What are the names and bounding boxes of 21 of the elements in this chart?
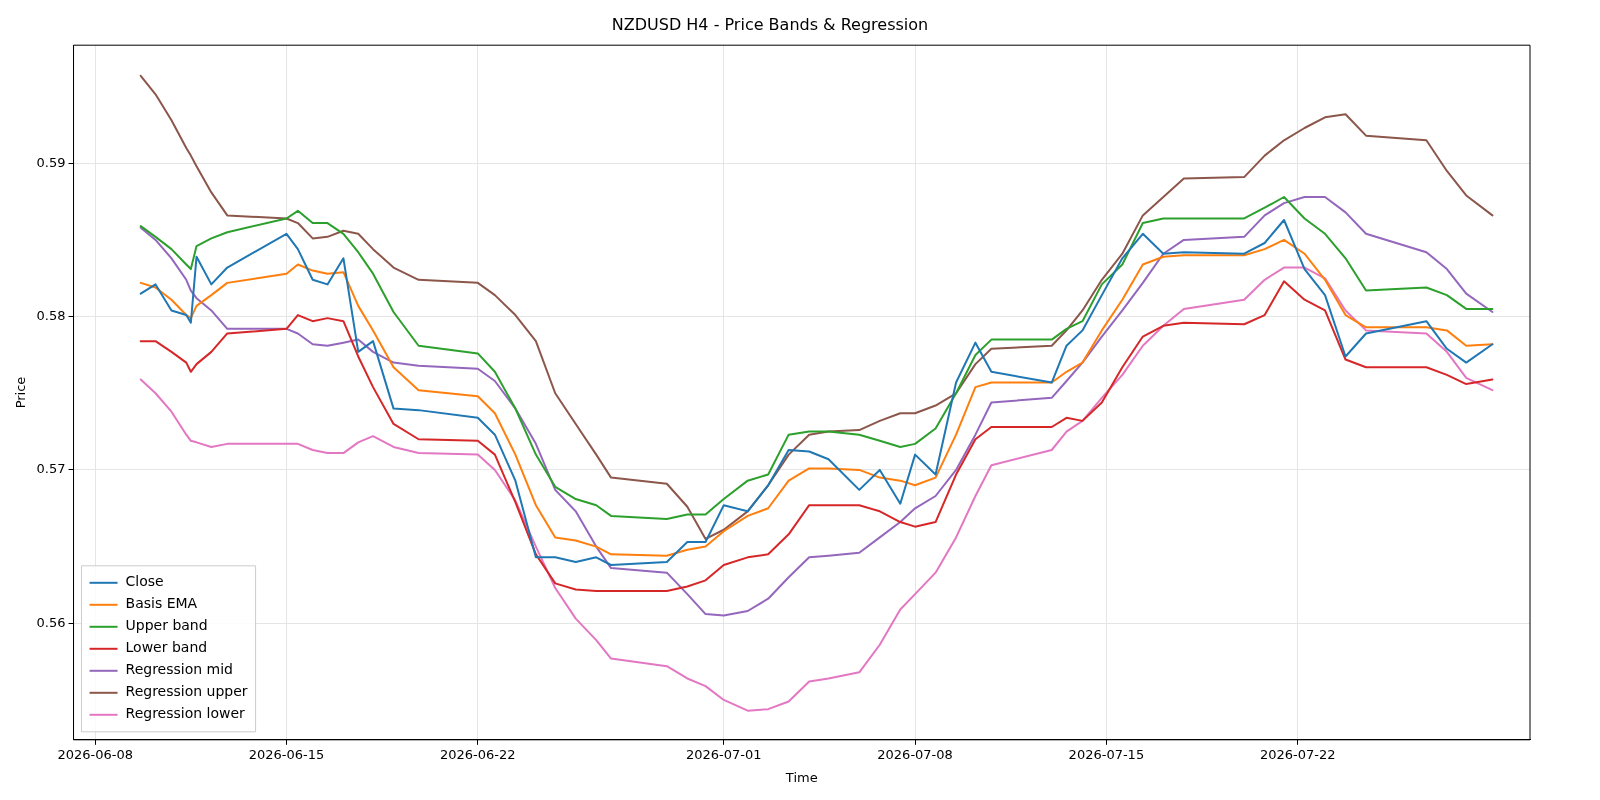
y-axis-title: Price: [13, 376, 29, 409]
legend-label: Regression upper: [125, 683, 248, 700]
legend-label: Lower band: [125, 639, 208, 656]
legend-label: Close: [125, 573, 164, 590]
x-tick-label: 2026-07-15: [1068, 746, 1145, 762]
legend-label: Upper band: [125, 617, 208, 634]
y-tick-label: 0.59: [36, 154, 66, 170]
legend-label: Regression mid: [125, 661, 233, 678]
x-axis-title: Time: [784, 769, 818, 785]
x-tick-label: 2026-06-22: [440, 746, 516, 762]
legend-label: Regression lower: [125, 705, 246, 722]
x-tick-label: 2026-07-01: [685, 746, 762, 762]
y-tick-label: 0.58: [36, 307, 66, 323]
y-tick-label: 0.56: [36, 614, 66, 630]
x-tick-label: 2026-06-08: [57, 746, 133, 762]
y-tick-label: 0.57: [36, 461, 66, 477]
x-tick-label: 2026-07-22: [1259, 746, 1336, 762]
x-tick-label: 2026-07-08: [877, 746, 953, 762]
x-tick-label: 2026-06-15: [248, 746, 325, 762]
chart-title: NZDUSD H4 - Price Bands & Regression: [611, 14, 929, 34]
legend-label: Basis EMA: [125, 595, 198, 612]
